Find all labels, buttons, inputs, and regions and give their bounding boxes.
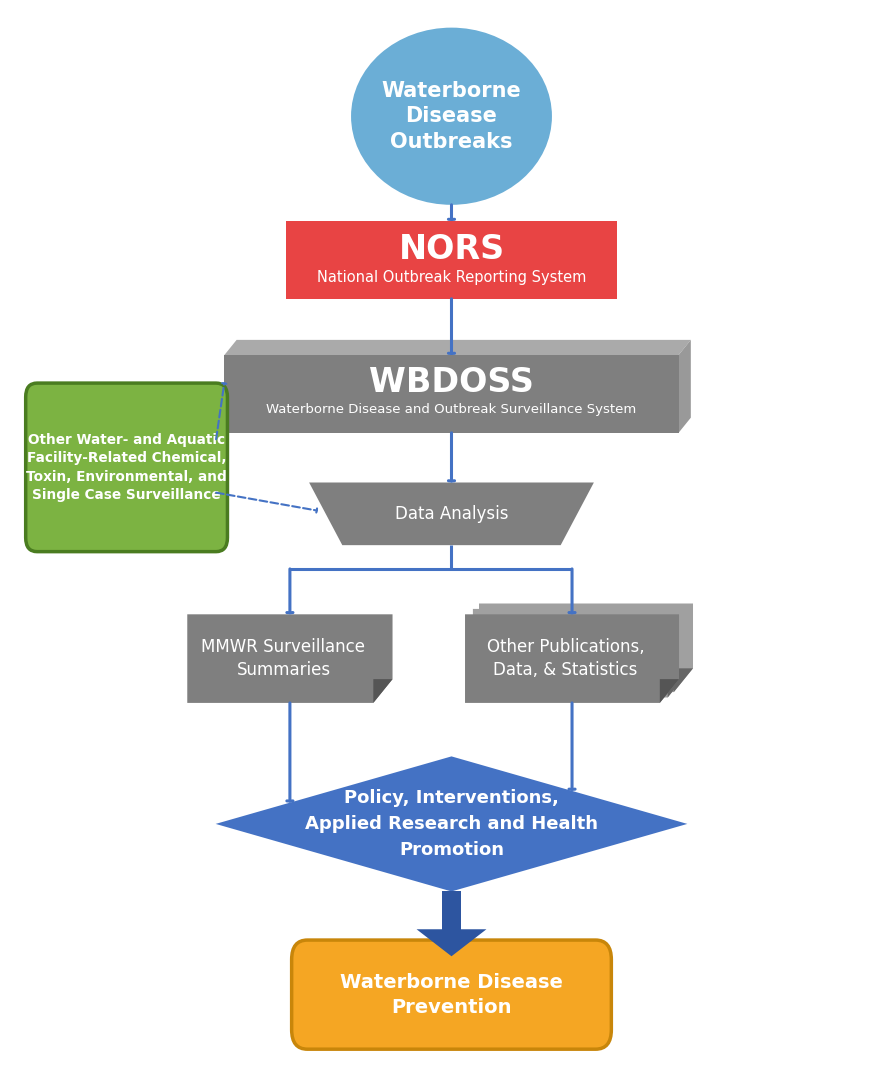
Text: NORS: NORS (398, 233, 504, 266)
Text: Other Water- and Aquatic
Facility-Related Chemical,
Toxin, Environmental, and
Si: Other Water- and Aquatic Facility-Relate… (26, 432, 227, 502)
Polygon shape (679, 340, 691, 433)
FancyBboxPatch shape (225, 355, 679, 433)
Polygon shape (473, 609, 687, 697)
Text: Waterborne
Disease
Outbreaks: Waterborne Disease Outbreaks (381, 80, 521, 152)
Polygon shape (309, 482, 594, 545)
FancyBboxPatch shape (442, 892, 462, 932)
Polygon shape (667, 673, 687, 697)
Polygon shape (417, 930, 486, 957)
Polygon shape (216, 756, 687, 892)
Text: Data Analysis: Data Analysis (395, 505, 508, 522)
FancyBboxPatch shape (285, 222, 617, 299)
Text: Other Publications,
Data, & Statistics: Other Publications, Data, & Statistics (486, 637, 644, 680)
Text: Policy, Interventions,
Applied Research and Health
Promotion: Policy, Interventions, Applied Research … (305, 790, 598, 859)
FancyBboxPatch shape (26, 383, 227, 552)
Ellipse shape (351, 27, 552, 205)
Text: MMWR Surveillance
Summaries: MMWR Surveillance Summaries (201, 637, 365, 680)
Text: Waterborne Disease and Outbreak Surveillance System: Waterborne Disease and Outbreak Surveill… (266, 403, 636, 416)
Polygon shape (373, 679, 393, 703)
Text: WBDOSS: WBDOSS (369, 366, 534, 399)
FancyBboxPatch shape (291, 940, 611, 1049)
Text: Waterborne Disease
Prevention: Waterborne Disease Prevention (340, 973, 563, 1016)
Polygon shape (660, 679, 679, 703)
Polygon shape (674, 668, 693, 692)
Polygon shape (187, 615, 393, 703)
Polygon shape (225, 340, 691, 355)
Polygon shape (479, 604, 693, 692)
Text: National Outbreak Reporting System: National Outbreak Reporting System (317, 270, 586, 286)
Polygon shape (465, 615, 679, 703)
